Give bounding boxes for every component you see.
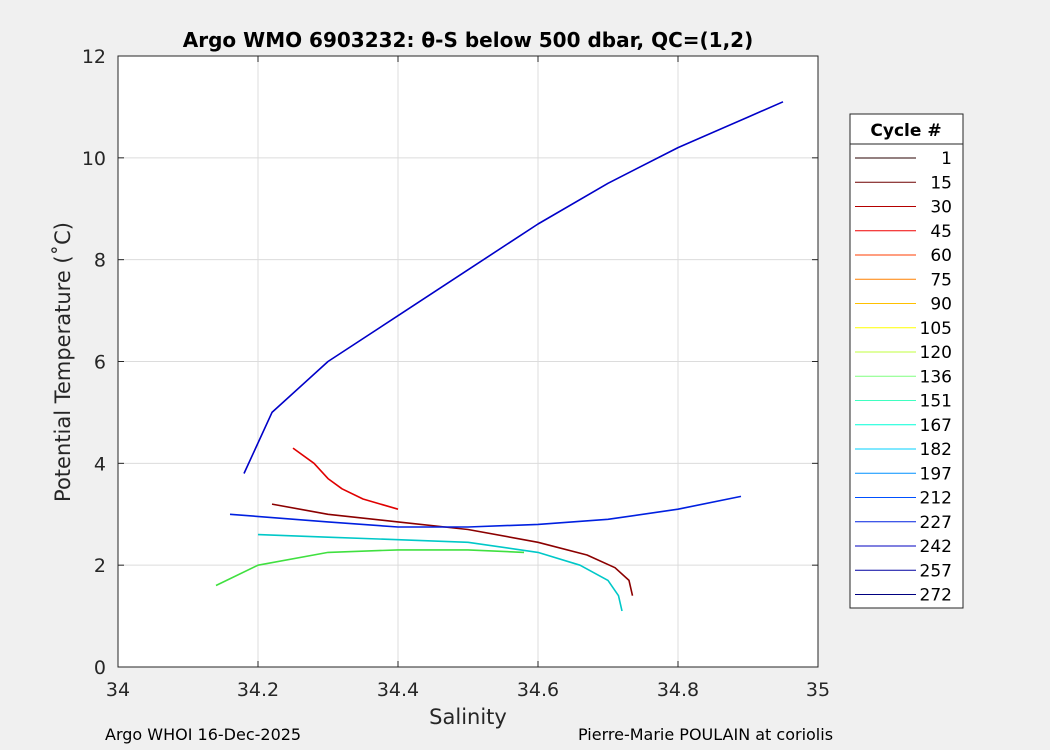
grid-lines <box>117 55 819 668</box>
series-line-3 <box>292 447 399 510</box>
legend-label: 227 <box>920 513 952 533</box>
y-tick-label: 12 <box>82 46 106 68</box>
legend-title: Cycle # <box>870 121 941 141</box>
legend-label: 105 <box>920 319 952 339</box>
legend-label: 167 <box>920 416 952 436</box>
series-line-1 <box>257 533 623 612</box>
y-tick-label: 2 <box>94 555 106 577</box>
series-line-4 <box>243 101 784 474</box>
y-tick-label: 6 <box>94 352 106 374</box>
legend-label: 242 <box>920 537 952 557</box>
legend-label: 30 <box>930 198 952 218</box>
footer-left: Argo WHOI 16-Dec-2025 <box>105 725 302 744</box>
x-tick-label: 34 <box>106 679 130 701</box>
legend-label: 15 <box>930 173 952 193</box>
chart-title: Argo WMO 6903232: θ-S below 500 dbar, QC… <box>183 28 753 52</box>
legend: Cycle # 11530456075901051201361511671821… <box>849 113 964 609</box>
y-tick-label: 8 <box>94 250 106 272</box>
y-tick-label: 0 <box>94 657 106 679</box>
legend-label: 120 <box>920 343 952 363</box>
footer-right: Pierre-Marie POULAIN at coriolis <box>578 725 834 744</box>
series-line-5 <box>229 495 742 528</box>
legend-label: 1 <box>941 149 952 169</box>
legend-label: 257 <box>920 561 952 581</box>
legend-label: 90 <box>930 295 952 315</box>
axis-ticks: 34 34.2 34.4 34.6 34.8 35 0 2 4 6 8 10 12 <box>82 46 830 701</box>
legend-entries: 1 15 30 45 60 75 90 105 120 136 151 167 182 197 212 227… <box>855 149 952 606</box>
y-tick-label: 10 <box>82 148 106 170</box>
data-lines <box>215 101 784 612</box>
series-line-0 <box>271 503 634 596</box>
x-axis-label: Salinity <box>429 705 507 729</box>
legend-label: 197 <box>920 464 952 484</box>
legend-label: 75 <box>930 270 952 290</box>
y-axis-label: Potential Temperature (˚C) <box>51 222 75 502</box>
legend-label: 45 <box>930 222 952 242</box>
x-tick-label: 34.4 <box>377 679 419 701</box>
series-line-2 <box>215 549 525 587</box>
legend-label: 182 <box>920 440 952 460</box>
y-tick-label: 4 <box>94 453 106 475</box>
x-tick-label: 35 <box>806 679 830 701</box>
x-tick-label: 34.6 <box>517 679 559 701</box>
x-tick-label: 34.8 <box>657 679 699 701</box>
legend-label: 212 <box>920 489 952 509</box>
legend-label: 60 <box>930 246 952 266</box>
legend-box <box>849 113 964 609</box>
legend-label: 136 <box>920 367 952 387</box>
x-tick-label: 34.2 <box>237 679 279 701</box>
legend-label: 272 <box>920 586 952 606</box>
legend-label: 151 <box>920 392 952 412</box>
